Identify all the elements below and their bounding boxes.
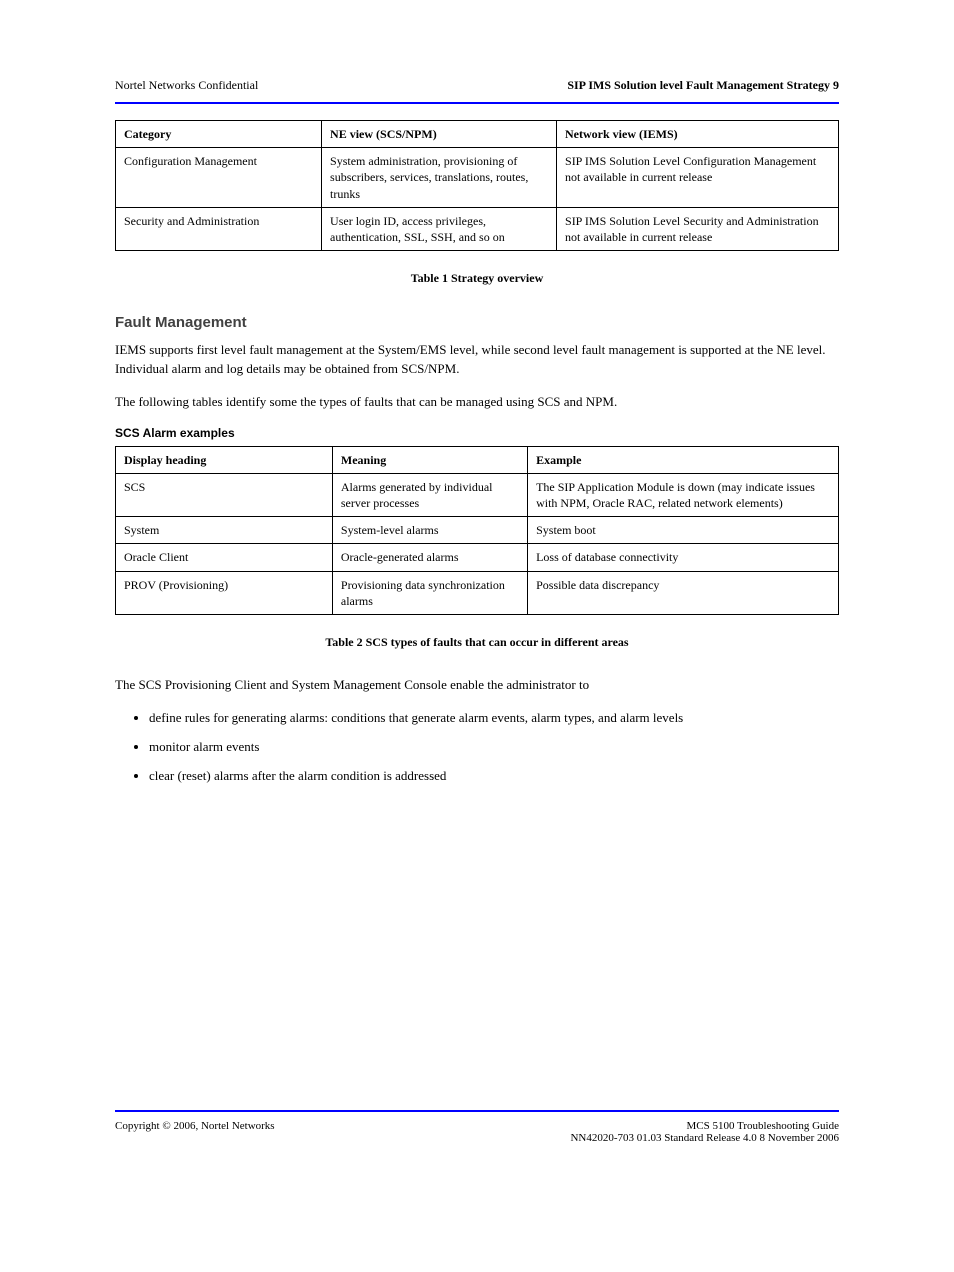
footer-rule bbox=[115, 1110, 839, 1112]
table-scs-alarm-examples: Display heading Meaning Example SCS Alar… bbox=[115, 446, 839, 615]
table-row: Configuration Management System administ… bbox=[116, 148, 839, 208]
footer-copyright: Copyright © 2006, Nortel Networks bbox=[115, 1120, 275, 1132]
body-paragraph: The SCS Provisioning Client and System M… bbox=[115, 676, 839, 695]
list-item: clear (reset) alarms after the alarm con… bbox=[149, 767, 839, 786]
table-cell: User login ID, access privileges, authen… bbox=[322, 207, 557, 250]
table-cell: System administration, provisioning of s… bbox=[322, 148, 557, 208]
running-footer: Copyright © 2006, Nortel Networks MCS 51… bbox=[115, 1108, 839, 1144]
table-caption: Table 2 SCS types of faults that can occ… bbox=[115, 635, 839, 650]
table-row: SCS Alarms generated by individual serve… bbox=[116, 473, 839, 516]
table-cell: Oracle-generated alarms bbox=[332, 544, 527, 571]
footer-doc-title: MCS 5100 Troubleshooting Guide bbox=[687, 1120, 840, 1132]
table-cell: Loss of database connectivity bbox=[528, 544, 839, 571]
table-cell: Provisioning data synchronization alarms bbox=[332, 571, 527, 614]
table-row: Security and Administration User login I… bbox=[116, 207, 839, 250]
col-header: Category bbox=[116, 121, 322, 148]
table-cell: SCS bbox=[116, 473, 333, 516]
col-header: Example bbox=[528, 446, 839, 473]
table-cell: Oracle Client bbox=[116, 544, 333, 571]
table-caption: Table 1 Strategy overview bbox=[115, 271, 839, 286]
list-item: define rules for generating alarms: cond… bbox=[149, 709, 839, 728]
col-header: Meaning bbox=[332, 446, 527, 473]
footer-line-2: NN42020-703 01.03 Standard Release 4.0 8… bbox=[115, 1132, 839, 1144]
page-content: Nortel Networks Confidential SIP IMS Sol… bbox=[115, 0, 839, 785]
section-heading-fault-management: Fault Management bbox=[115, 314, 839, 331]
table-cell: SIP IMS Solution Level Configuration Man… bbox=[557, 148, 839, 208]
header-right-text: SIP IMS Solution level Fault Management … bbox=[567, 78, 839, 93]
table-row: PROV (Provisioning) Provisioning data sy… bbox=[116, 571, 839, 614]
col-header: Network view (IEMS) bbox=[557, 121, 839, 148]
table-cell: Possible data discrepancy bbox=[528, 571, 839, 614]
header-rule bbox=[115, 102, 839, 104]
table-cell: The SIP Application Module is down (may … bbox=[528, 473, 839, 516]
table-cell: Alarms generated by individual server pr… bbox=[332, 473, 527, 516]
body-paragraph: The following tables identify some the t… bbox=[115, 393, 839, 412]
table-cell: System-level alarms bbox=[332, 517, 527, 544]
header-left-text: Nortel Networks Confidential bbox=[115, 78, 258, 93]
table-cell: PROV (Provisioning) bbox=[116, 571, 333, 614]
footer-line-1: Copyright © 2006, Nortel Networks MCS 51… bbox=[115, 1120, 839, 1132]
table-row: System System-level alarms System boot bbox=[116, 517, 839, 544]
table-cell: Security and Administration bbox=[116, 207, 322, 250]
table-title-scs-alarm: SCS Alarm examples bbox=[115, 426, 839, 440]
body-paragraph: IEMS supports first level fault manageme… bbox=[115, 341, 839, 379]
table-cell: System boot bbox=[528, 517, 839, 544]
list-item: monitor alarm events bbox=[149, 738, 839, 757]
col-header: Display heading bbox=[116, 446, 333, 473]
table-cell: Configuration Management bbox=[116, 148, 322, 208]
table-cell: SIP IMS Solution Level Security and Admi… bbox=[557, 207, 839, 250]
table-header-row: Category NE view (SCS/NPM) Network view … bbox=[116, 121, 839, 148]
table-header-row: Display heading Meaning Example bbox=[116, 446, 839, 473]
table-row: Oracle Client Oracle-generated alarms Lo… bbox=[116, 544, 839, 571]
table-cell: System bbox=[116, 517, 333, 544]
bullet-list: define rules for generating alarms: cond… bbox=[149, 709, 839, 786]
running-header: Nortel Networks Confidential SIP IMS Sol… bbox=[115, 78, 839, 100]
table-strategy-overview: Category NE view (SCS/NPM) Network view … bbox=[115, 120, 839, 251]
col-header: NE view (SCS/NPM) bbox=[322, 121, 557, 148]
